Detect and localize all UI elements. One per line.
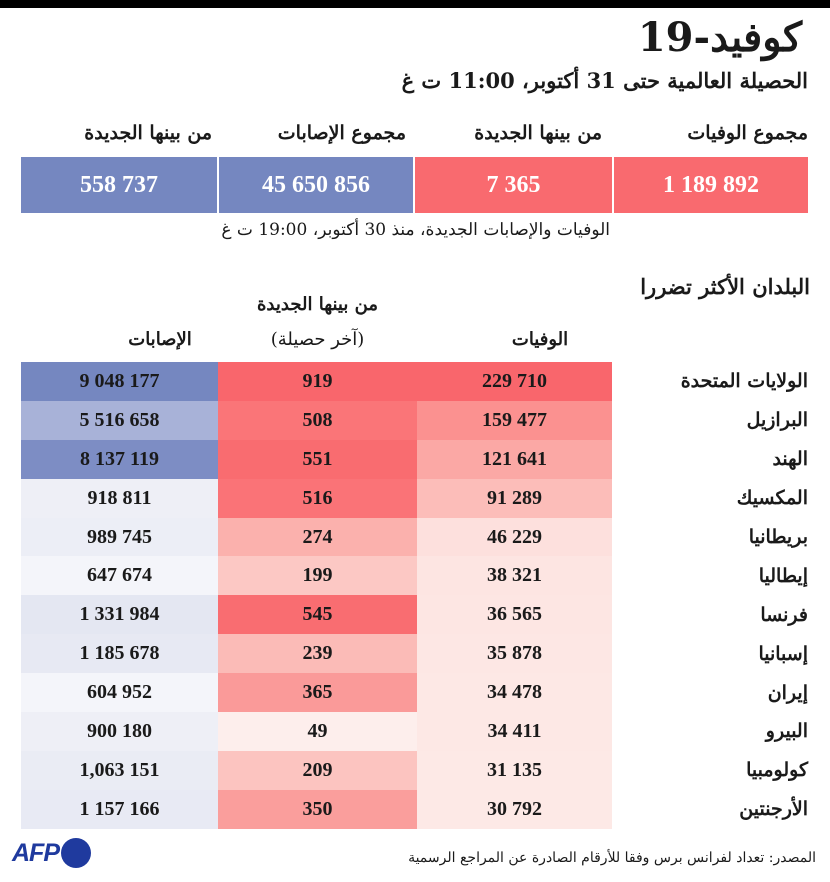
cell-country: إيران	[767, 681, 808, 704]
cell-cases: 1,063 151	[21, 750, 218, 790]
cell-deaths: 31 135	[417, 750, 612, 790]
cell-country: فرنسا	[760, 603, 808, 626]
cell-new-deaths: 516	[218, 478, 417, 518]
cell-deaths: 35 878	[417, 634, 612, 674]
column-header-new-deaths: من بينها الجديدة	[257, 294, 378, 315]
cell-cases: 9 048 177	[21, 362, 218, 401]
top-black-bar	[0, 0, 830, 8]
cell-new-deaths: 508	[218, 400, 417, 440]
summary-label-new-deaths: من بينها الجديدة	[474, 122, 602, 144]
summary-value-total-cases: 45 650 856	[217, 157, 413, 213]
table-row: 1 157 166 350 30 792 الأرجنتين	[21, 789, 808, 829]
table-row: 1 185 678 239 35 878 إسبانيا	[21, 634, 808, 674]
countries-table: 9 048 177 919 229 710 الولايات المتحدة 5 516…	[21, 362, 808, 829]
column-header-cases: الإصابات	[128, 329, 192, 350]
summary-value-total-deaths: 1 189 892	[612, 157, 808, 213]
cell-deaths: 91 289	[417, 478, 612, 518]
afp-logo: AFP	[12, 838, 91, 868]
table-row: 8 137 119 551 121 641 الهند	[21, 439, 808, 479]
afp-logo-dot-icon	[61, 838, 91, 868]
summary-value-new-cases: 558 737	[21, 157, 217, 213]
cell-new-deaths: 919	[218, 362, 417, 401]
table-row: 1,063 151 209 31 135 كولومبيا	[21, 750, 808, 790]
column-header-deaths: الوفيات	[511, 329, 569, 350]
page-subtitle: الحصيلة العالمية حتى 31 أكتوبر، 11:00 ت …	[401, 68, 808, 93]
summary-label-total-cases: مجموع الإصابات	[277, 122, 406, 144]
cell-country: الولايات المتحدة	[680, 370, 808, 393]
table-row: 5 516 658 508 159 477 البرازيل	[21, 400, 808, 440]
afp-logo-text: AFP	[12, 838, 60, 867]
cell-cases: 1 331 984	[21, 595, 218, 635]
cell-new-deaths: 545	[218, 595, 417, 635]
table-row: 604 952 365 34 478 إيران	[21, 673, 808, 713]
cell-cases: 5 516 658	[21, 400, 218, 440]
cell-country: بريطانيا	[748, 526, 808, 548]
cell-new-deaths: 49	[218, 712, 417, 751]
cell-country: المكسيك	[736, 487, 808, 510]
summary-label-new-cases: من بينها الجديدة	[84, 122, 212, 144]
cell-cases: 989 745	[21, 517, 218, 557]
cell-deaths: 34 411	[417, 712, 612, 751]
cell-deaths: 229 710	[417, 362, 612, 401]
cell-deaths: 159 477	[417, 400, 612, 440]
cell-country: البرازيل	[746, 409, 808, 432]
section-title-countries: البلدان الأكثر تضررا	[640, 274, 810, 299]
cell-deaths: 38 321	[417, 556, 612, 596]
table-row: 9 048 177 919 229 710 الولايات المتحدة	[21, 362, 808, 401]
column-header-new-deaths-sub: (آخر حصيلة)	[270, 329, 365, 350]
cell-new-deaths: 350	[218, 789, 417, 829]
cell-deaths: 34 478	[417, 673, 612, 713]
summary-label-total-deaths: مجموع الوفيات	[687, 122, 808, 144]
cell-country: إسبانيا	[758, 642, 808, 665]
cell-new-deaths: 199	[218, 556, 417, 596]
table-row: 647 674 199 38 321 إيطاليا	[21, 556, 808, 596]
cell-new-deaths: 551	[218, 439, 417, 479]
cell-cases: 1 157 166	[21, 789, 218, 829]
page-title: كوفيد-19	[637, 14, 802, 61]
cell-country: البيرو	[765, 720, 808, 743]
cell-cases: 1 185 678	[21, 634, 218, 674]
cell-cases: 900 180	[21, 712, 218, 751]
cell-cases: 8 137 119	[21, 439, 218, 479]
cell-country: إيطاليا	[758, 564, 808, 587]
cell-country: كولومبيا	[746, 759, 808, 782]
cell-deaths: 46 229	[417, 517, 612, 557]
cell-country: الأرجنتين	[739, 798, 808, 821]
table-row: 1 331 984 545 36 565 فرنسا	[21, 595, 808, 635]
cell-country: الهند	[772, 448, 808, 471]
table-row: 900 180 49 34 411 البيرو	[21, 712, 808, 751]
summary-bar: 558 737 45 650 856 7 365 1 189 892	[21, 157, 808, 213]
summary-value-new-deaths: 7 365	[413, 157, 612, 213]
table-row: 918 811 516 91 289 المكسيك	[21, 478, 808, 518]
cell-deaths: 30 792	[417, 789, 612, 829]
cell-new-deaths: 274	[218, 517, 417, 557]
cell-deaths: 36 565	[417, 595, 612, 635]
source-note: المصدر: تعداد لفرانس برس وفقا للأرقام ال…	[408, 850, 816, 866]
cell-new-deaths: 239	[218, 634, 417, 674]
cell-cases: 604 952	[21, 673, 218, 713]
table-row: 989 745 274 46 229 بريطانيا	[21, 517, 808, 557]
cell-deaths: 121 641	[417, 439, 612, 479]
cell-new-deaths: 365	[218, 673, 417, 713]
cell-cases: 647 674	[21, 556, 218, 596]
cell-new-deaths: 209	[218, 750, 417, 790]
cell-cases: 918 811	[21, 478, 218, 518]
summary-note: الوفيات والإصابات الجديدة، منذ 30 أكتوبر…	[221, 220, 610, 240]
